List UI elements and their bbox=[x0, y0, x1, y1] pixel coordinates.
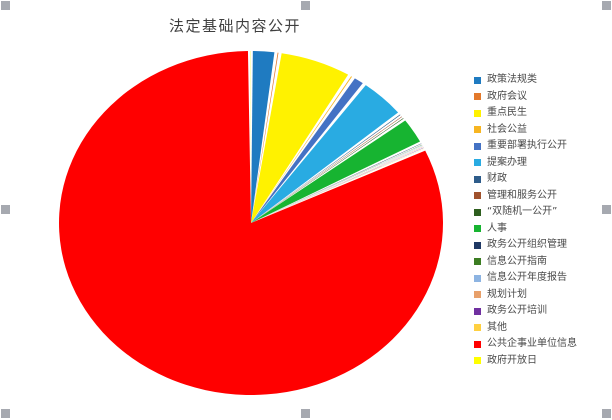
legend-item-label: 重要部署执行公开 bbox=[487, 140, 567, 151]
pie-slice[interactable] bbox=[251, 51, 275, 223]
legend-item[interactable]: 人事 bbox=[474, 221, 610, 238]
pie-slice[interactable] bbox=[251, 147, 424, 223]
legend-item-label: 政务公开组织管理 bbox=[487, 239, 567, 250]
pie-slice[interactable] bbox=[250, 50, 251, 223]
legend-item[interactable]: 信息公开年度报告 bbox=[474, 270, 610, 287]
pie-slice-group[interactable] bbox=[59, 50, 444, 395]
legend-item-label: 社会公益 bbox=[487, 123, 527, 135]
legend-item-label: 其他 bbox=[487, 321, 507, 333]
pie-slice[interactable] bbox=[251, 85, 399, 223]
legend-item-label: 人事 bbox=[487, 222, 507, 234]
legend-item-label: 管理和服务公开 bbox=[487, 189, 557, 201]
legend-swatch-icon bbox=[474, 93, 481, 101]
legend-item[interactable]: 提案办理 bbox=[474, 155, 610, 172]
legend-swatch-icon bbox=[474, 192, 481, 200]
legend-item-label: “双随机一公开” bbox=[487, 206, 558, 217]
legend-item[interactable]: 规划计划 bbox=[474, 287, 610, 304]
pie-slice[interactable] bbox=[251, 78, 363, 223]
legend-swatch-icon bbox=[474, 241, 481, 249]
pie-slice[interactable] bbox=[59, 51, 444, 395]
pie-plot-area[interactable] bbox=[52, 45, 452, 400]
legend-item[interactable]: 政策法规类 bbox=[474, 72, 610, 89]
legend-item[interactable]: 政务公开培训 bbox=[474, 303, 610, 320]
pie-slice[interactable] bbox=[251, 144, 423, 223]
resize-handle-top-right[interactable] bbox=[602, 1, 611, 10]
pie-slice[interactable] bbox=[251, 114, 401, 223]
legend-item[interactable]: 其他 bbox=[474, 320, 610, 337]
legend-item-label: 信息公开指南 bbox=[487, 255, 547, 267]
legend-item[interactable]: 政府会议 bbox=[474, 89, 610, 106]
legend-item[interactable]: 政府开放日 bbox=[474, 353, 610, 370]
pie-slice[interactable] bbox=[251, 146, 424, 223]
legend-item-label: 公共企事业单位信息 bbox=[487, 338, 577, 349]
legend-item[interactable]: 财政 bbox=[474, 171, 610, 188]
legend-item-label: 财政 bbox=[487, 173, 507, 184]
legend-item-label: 提案办理 bbox=[487, 156, 527, 168]
legend-swatch-icon bbox=[474, 324, 481, 332]
legend-swatch-icon bbox=[474, 142, 481, 150]
legend-item[interactable]: 公共企事业单位信息 bbox=[474, 336, 610, 353]
legend-swatch-icon bbox=[474, 76, 481, 84]
legend-item-label: 信息公开年度报告 bbox=[487, 272, 567, 283]
pie-chart-svg[interactable] bbox=[52, 45, 452, 400]
legend-item[interactable]: 社会公益 bbox=[474, 122, 610, 139]
legend-item-label: 政府会议 bbox=[487, 90, 527, 102]
legend-swatch-icon bbox=[474, 258, 481, 266]
legend-swatch-icon bbox=[474, 175, 481, 183]
pie-slice[interactable] bbox=[251, 120, 421, 223]
resize-handle-middle-left[interactable] bbox=[1, 205, 10, 214]
pie-slice[interactable] bbox=[251, 118, 404, 223]
resize-handle-top-left[interactable] bbox=[1, 1, 10, 10]
pie-slice[interactable] bbox=[251, 76, 352, 223]
legend-swatch-icon bbox=[474, 159, 481, 167]
legend-item-label: 政府开放日 bbox=[487, 354, 537, 366]
resize-handle-middle-right[interactable] bbox=[602, 205, 611, 214]
legend-item-label: 政务公开培训 bbox=[487, 305, 547, 316]
legend-swatch-icon bbox=[474, 307, 481, 315]
legend-item-label: 重点民生 bbox=[487, 107, 527, 118]
legend-item-label: 政策法规类 bbox=[487, 74, 537, 85]
chart-title[interactable]: 法定基础内容公开 bbox=[168, 17, 301, 35]
pie-slice[interactable] bbox=[251, 52, 279, 223]
resize-handle-top-center[interactable] bbox=[301, 1, 310, 10]
chart-legend[interactable]: 政策法规类政府会议重点民生社会公益重要部署执行公开 提案办理财政管理和服务公开 “双… bbox=[474, 72, 610, 369]
pie-slice[interactable] bbox=[251, 143, 422, 223]
pie-slice[interactable] bbox=[251, 148, 425, 223]
legend-swatch-icon bbox=[474, 126, 481, 134]
legend-item[interactable]: “双随机一公开” bbox=[474, 204, 610, 221]
legend-item[interactable]: 政务公开组织管理 bbox=[474, 237, 610, 254]
legend-item[interactable]: 重点民生 bbox=[474, 105, 610, 122]
legend-swatch-icon bbox=[474, 291, 481, 299]
pie-slice[interactable] bbox=[251, 53, 349, 224]
resize-handle-bottom-left[interactable] bbox=[1, 409, 10, 418]
legend-item[interactable]: 管理和服务公开 bbox=[474, 188, 610, 205]
pie-slice[interactable] bbox=[251, 116, 403, 223]
legend-swatch-icon bbox=[474, 274, 481, 282]
legend-swatch-icon bbox=[474, 340, 481, 348]
legend-swatch-icon bbox=[474, 357, 481, 365]
legend-item-label: 规划计划 bbox=[487, 288, 527, 300]
resize-handle-bottom-center[interactable] bbox=[301, 409, 310, 418]
legend-swatch-icon bbox=[474, 109, 481, 117]
resize-handle-bottom-right[interactable] bbox=[602, 409, 611, 418]
legend-swatch-icon bbox=[474, 208, 481, 216]
legend-item[interactable]: 信息公开指南 bbox=[474, 254, 610, 271]
legend-swatch-icon bbox=[474, 225, 481, 233]
pie-slice[interactable] bbox=[251, 145, 423, 223]
legend-item[interactable]: 重要部署执行公开 bbox=[474, 138, 610, 155]
